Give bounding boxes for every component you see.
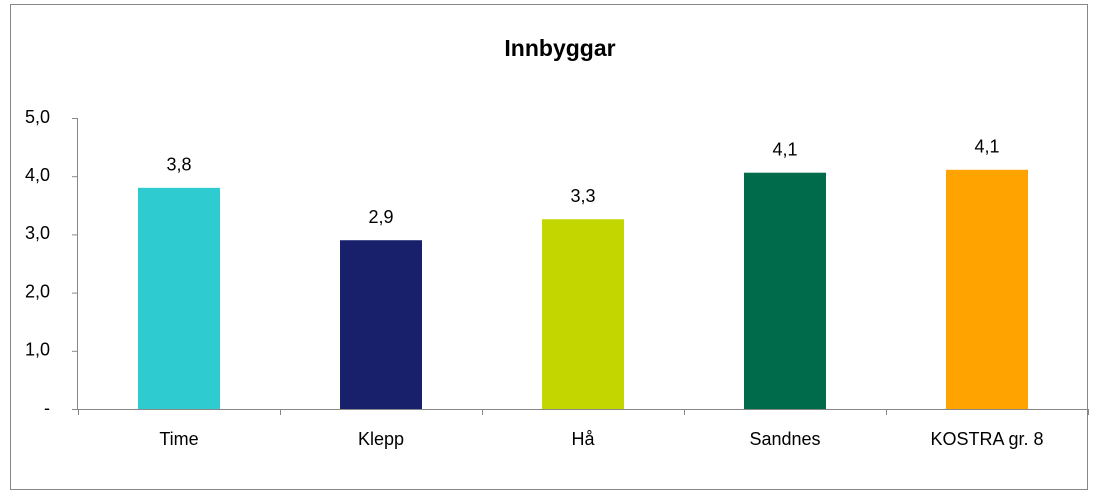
data-label: 4,1 <box>974 137 999 157</box>
data-label: 2,9 <box>368 207 393 227</box>
y-tick-label: 2,0 <box>25 281 50 301</box>
bar <box>340 240 422 409</box>
bar <box>138 187 220 409</box>
y-tick-label: - <box>44 398 50 418</box>
y-tick-label: 1,0 <box>25 340 50 360</box>
y-tick-label: 5,0 <box>25 107 50 127</box>
x-tick-label: Time <box>159 429 198 449</box>
bar <box>946 169 1028 409</box>
bar <box>542 219 624 409</box>
x-tick-label: Sandnes <box>749 429 820 449</box>
data-label: 3,3 <box>570 186 595 206</box>
y-tick-label: 4,0 <box>25 165 50 185</box>
chart-title: Innbyggar <box>504 35 615 61</box>
x-tick-label: Klepp <box>358 429 404 449</box>
data-label: 4,1 <box>772 139 797 159</box>
data-label: 3,8 <box>166 155 191 175</box>
y-tick-label: 3,0 <box>25 223 50 243</box>
x-tick-label: Hå <box>571 429 595 449</box>
x-tick-label: KOSTRA gr. 8 <box>930 429 1043 449</box>
bar <box>744 172 826 409</box>
